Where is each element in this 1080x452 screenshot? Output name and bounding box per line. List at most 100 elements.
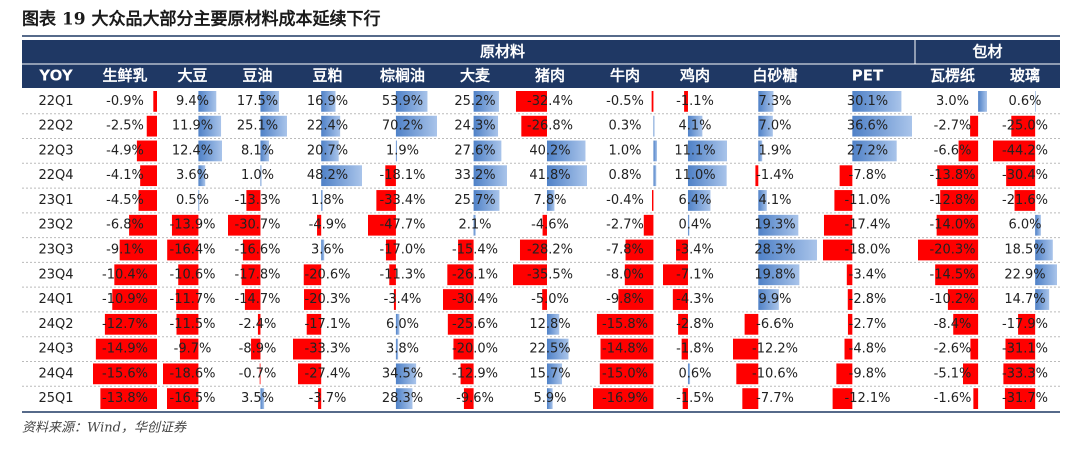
cell-value: 11.1% xyxy=(674,143,715,158)
cell-value: -20.3% xyxy=(305,292,351,307)
data-bar xyxy=(687,190,711,211)
data-bar xyxy=(176,313,199,335)
data-bar xyxy=(395,91,428,112)
cell-value: 22.4% xyxy=(307,119,348,134)
cell-value: -10.6% xyxy=(752,366,798,381)
data-bar xyxy=(596,313,654,335)
cell-value: 19.8% xyxy=(754,267,795,282)
cell-value: -44.2% xyxy=(1002,143,1048,158)
cell-value: -12.8% xyxy=(930,193,976,208)
cell-value: 40.2% xyxy=(529,143,570,158)
cell-value: -1.5% xyxy=(676,391,714,406)
cell-value: -0.5% xyxy=(606,94,644,109)
cell-value: -11.5% xyxy=(170,317,216,332)
data-bar xyxy=(546,363,563,385)
cell-value: -20.3% xyxy=(930,243,976,258)
data-bar xyxy=(317,214,322,236)
data-bar xyxy=(1004,388,1036,409)
cell-value: -11.7% xyxy=(170,292,216,307)
row-header: 24Q4 xyxy=(38,366,73,381)
data-bar xyxy=(458,239,474,261)
data-bar xyxy=(599,363,654,385)
cell-value: -17.9% xyxy=(1002,317,1048,332)
data-bar xyxy=(395,338,399,360)
data-bar xyxy=(687,115,703,137)
data-bar xyxy=(684,91,688,112)
data-bar xyxy=(260,140,270,162)
cell-value: 11.9% xyxy=(172,119,213,134)
cell-value: 41.8% xyxy=(529,168,570,183)
cell-value: -8.0% xyxy=(606,267,644,282)
data-bar xyxy=(546,190,555,211)
cell-value: 27.2% xyxy=(847,143,888,158)
data-bar xyxy=(624,264,654,286)
cell-value: -10.9% xyxy=(102,292,148,307)
data-bar xyxy=(140,165,157,187)
data-bar xyxy=(847,313,853,335)
cell-value: 2.1% xyxy=(458,218,491,233)
cell-value: -35.5% xyxy=(527,267,573,282)
data-bar xyxy=(653,165,657,187)
data-bar xyxy=(321,165,362,187)
data-bar xyxy=(687,214,690,236)
cell-value: 25.2% xyxy=(454,94,495,109)
cell-value: -33.3% xyxy=(1002,366,1048,381)
data-bar xyxy=(443,289,474,310)
cell-value: -15.8% xyxy=(602,317,648,332)
data-bar xyxy=(244,289,261,310)
data-bar xyxy=(973,388,979,409)
data-bar xyxy=(395,388,413,409)
cell-value: 3.5% xyxy=(241,391,274,406)
data-bar xyxy=(546,140,586,162)
cell-value: 17.5% xyxy=(237,94,278,109)
data-bar xyxy=(676,239,688,261)
data-bar xyxy=(198,91,217,112)
data-bar xyxy=(643,214,654,236)
cell-value: 1.0% xyxy=(241,168,274,183)
cell-value: -1.1% xyxy=(676,94,714,109)
data-bar xyxy=(839,165,853,187)
cell-value: 6.0% xyxy=(1008,218,1041,233)
cell-value: -4.8% xyxy=(849,342,887,357)
cell-value: -7.8% xyxy=(606,243,644,258)
data-bar xyxy=(936,214,979,236)
cell-value: -9.7% xyxy=(174,342,212,357)
data-bar xyxy=(167,239,199,261)
data-bar xyxy=(593,388,654,409)
cell-value: -26.1% xyxy=(452,267,498,282)
data-bar xyxy=(242,239,261,261)
data-bar xyxy=(742,388,759,409)
cell-value: 16.9% xyxy=(307,94,348,109)
data-bar xyxy=(1035,214,1041,236)
data-bar xyxy=(672,289,688,310)
cell-value: -2.4% xyxy=(239,317,277,332)
row-header: 23Q4 xyxy=(38,267,73,282)
cell-value: 11.0% xyxy=(674,168,715,183)
data-bar xyxy=(293,338,322,360)
cell-value: 22.9% xyxy=(1004,267,1045,282)
data-bar xyxy=(653,140,657,162)
column-header: PET xyxy=(852,67,884,85)
row-header: 22Q2 xyxy=(38,119,73,134)
data-bar xyxy=(542,289,547,310)
cell-value: -14.5% xyxy=(930,267,976,282)
data-bar xyxy=(600,338,654,360)
data-bar xyxy=(970,115,979,137)
data-bar xyxy=(241,264,261,286)
cell-value: -1.4% xyxy=(756,168,794,183)
cell-value: 3.6% xyxy=(176,168,209,183)
data-bar xyxy=(758,239,817,261)
data-bar xyxy=(260,115,287,137)
cell-value: -9.8% xyxy=(849,366,887,381)
cell-value: -15.6% xyxy=(102,366,148,381)
data-bar xyxy=(744,313,759,335)
cell-value: 4.1% xyxy=(758,193,791,208)
data-bar xyxy=(447,264,474,286)
data-bar xyxy=(1018,313,1036,335)
data-bar xyxy=(935,264,979,286)
row-header: 24Q2 xyxy=(38,317,73,332)
cell-value: 18.5% xyxy=(1004,243,1045,258)
cell-value: -21.6% xyxy=(1002,193,1048,208)
cell-value: -30.7% xyxy=(235,218,281,233)
cell-value: -2.7% xyxy=(606,218,644,233)
